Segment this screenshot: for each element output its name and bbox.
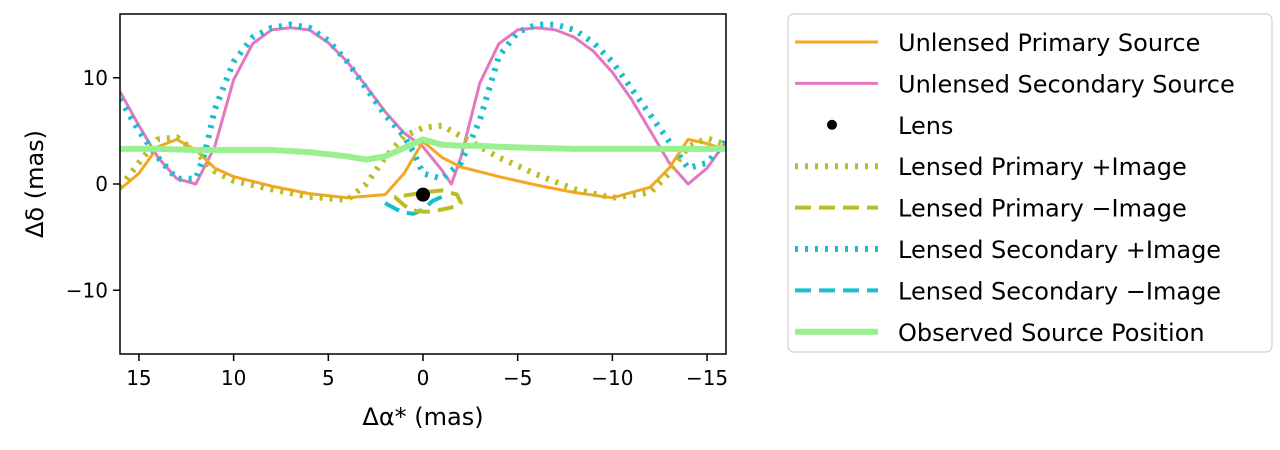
x-tick-label: 0 — [417, 366, 430, 390]
y-tick-label: 0 — [95, 172, 108, 196]
x-tick-label: −15 — [686, 366, 728, 390]
y-axis-label: Δδ (mas) — [21, 130, 49, 238]
x-tick-label: 5 — [322, 366, 335, 390]
legend-label: Lensed Secondary −Image — [898, 277, 1221, 305]
legend-label: Lensed Primary +Image — [898, 153, 1187, 181]
y-tick-label: −10 — [66, 278, 108, 302]
series-lensed-primary-image — [393, 188, 463, 214]
legend-swatch — [827, 119, 837, 130]
legend-label: Unlensed Secondary Source — [898, 70, 1235, 98]
series-observed-source-position — [120, 136, 726, 163]
y-axis: −10 0 10 — [66, 66, 120, 302]
plot-frame — [119, 13, 727, 355]
x-tick-label: 15 — [126, 366, 151, 390]
legend-box — [787, 13, 1273, 353]
x-axis: 15 10 5 0 −5 −10 −15 — [126, 354, 728, 390]
legend-label: Lens — [898, 112, 953, 140]
x-tick-label: −10 — [591, 366, 633, 390]
x-axis-label: Δα* (mas) — [362, 403, 483, 431]
series-lens — [416, 187, 430, 202]
legend-label: Unlensed Primary Source — [898, 29, 1200, 57]
legend-label: Lensed Secondary +Image — [898, 236, 1221, 264]
series-lensed-secondary-image — [384, 194, 443, 216]
legend-label: Lensed Primary −Image — [898, 195, 1187, 223]
legend: Unlensed Primary Source Unlensed Secondar… — [787, 13, 1273, 353]
series-unlensed-secondary-source — [120, 26, 726, 186]
y-tick-label: 10 — [83, 66, 108, 90]
legend-label: Observed Source Position — [898, 319, 1205, 347]
plot-area — [120, 21, 726, 216]
x-tick-label: −5 — [503, 366, 532, 390]
x-tick-label: 10 — [221, 366, 246, 390]
